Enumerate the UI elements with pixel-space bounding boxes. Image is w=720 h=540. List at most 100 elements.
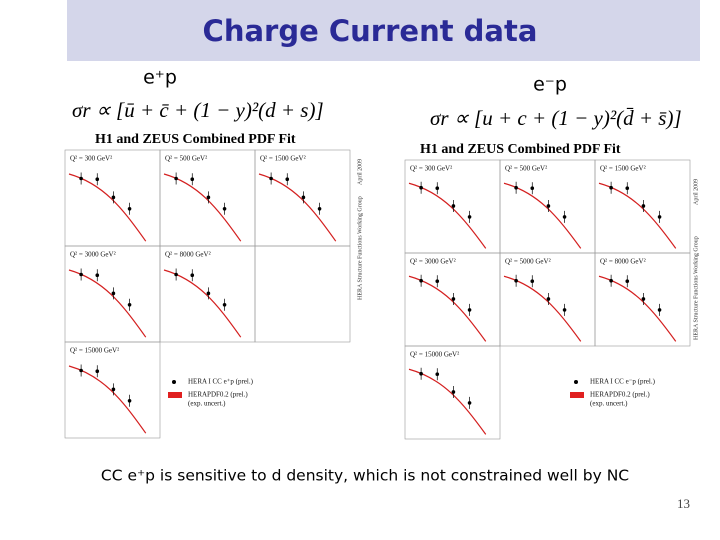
data-point <box>174 176 178 181</box>
fit-curve <box>408 182 487 249</box>
data-point <box>467 215 472 219</box>
data-point <box>546 204 551 208</box>
data-point <box>190 273 195 278</box>
data-point <box>609 278 613 283</box>
panel <box>404 345 501 440</box>
data-point <box>435 186 440 191</box>
data-point <box>79 176 83 181</box>
fit-curve <box>408 368 487 435</box>
data-point <box>206 195 211 200</box>
data-point <box>546 297 551 301</box>
panel <box>594 252 691 347</box>
data-point <box>301 195 306 200</box>
data-point <box>95 177 100 182</box>
data-point <box>222 207 227 211</box>
fit-curve <box>163 173 242 242</box>
fit-curve <box>598 275 677 342</box>
data-point <box>530 279 535 284</box>
slide-title: Charge Current data <box>203 14 538 48</box>
data-point <box>111 195 116 200</box>
data-point <box>127 303 132 307</box>
data-point <box>625 279 630 284</box>
data-point <box>206 291 211 296</box>
left-side-note: HERA Structure Functions Working Group <box>357 196 363 300</box>
fit-curve <box>408 275 487 342</box>
legend-marker <box>574 380 578 384</box>
panel-label: Q² = 3000 GeV² <box>410 258 456 266</box>
data-point <box>419 371 423 376</box>
data-point <box>451 297 456 301</box>
data-point <box>467 401 472 405</box>
data-point <box>419 278 423 283</box>
data-point <box>562 215 567 219</box>
left-plot-title: H1 and ZEUS Combined PDF Fit <box>95 132 296 147</box>
data-point <box>95 273 100 278</box>
legend-text: HERAPDF0.2 (prel.) <box>590 391 650 399</box>
data-point <box>657 308 662 312</box>
data-point <box>641 297 646 301</box>
legend-band <box>168 392 182 398</box>
plots: Q² = 300 GeV² Q² = 500 GeV² Q² = 1500 GeV²… <box>64 149 691 440</box>
data-point <box>435 279 440 284</box>
fit-curve <box>163 269 242 338</box>
title-bar <box>67 0 700 61</box>
data-point <box>609 185 613 190</box>
data-point <box>625 186 630 191</box>
panel-label: Q² = 3000 GeV² <box>70 251 116 259</box>
right-plot-title: H1 and ZEUS Combined PDF Fit <box>420 142 621 157</box>
data-point <box>641 204 646 208</box>
legend-marker <box>172 380 176 384</box>
panel-label: Q² = 300 GeV² <box>410 165 452 173</box>
panel <box>64 341 161 439</box>
data-point <box>111 387 116 392</box>
fit-curve <box>598 182 677 249</box>
right-label: e⁻p <box>533 74 567 96</box>
data-point <box>222 303 227 307</box>
panel-label: Q² = 1500 GeV² <box>600 165 646 173</box>
fit-curve <box>503 275 582 342</box>
panel-label: Q² = 500 GeV² <box>505 165 547 173</box>
fit-curve <box>68 365 147 434</box>
data-point <box>530 186 535 191</box>
data-point <box>111 291 116 296</box>
fit-curve <box>68 269 147 338</box>
data-point <box>79 272 83 277</box>
data-point <box>269 176 273 181</box>
fit-curve <box>503 182 582 249</box>
legend-text: (exp. uncert.) <box>188 400 226 408</box>
legend-text: HERAPDF0.2 (prel.) <box>188 391 248 399</box>
panel <box>254 245 351 343</box>
panel-label: Q² = 15000 GeV² <box>410 351 459 359</box>
data-point <box>190 177 195 182</box>
left-date: April 2009 <box>357 159 363 185</box>
data-point <box>467 308 472 312</box>
legend-band <box>570 392 584 398</box>
fit-curve <box>258 173 337 242</box>
data-point <box>657 215 662 219</box>
left-formula: σr ∝ [ū + c̄ + (1 − y)²(d + s)] <box>72 98 324 122</box>
data-point <box>95 369 100 374</box>
data-point <box>514 278 518 283</box>
panel-label: Q² = 300 GeV² <box>70 155 112 163</box>
legend-text: (exp. uncert.) <box>590 400 628 408</box>
panel-label: Q² = 1500 GeV² <box>260 155 306 163</box>
data-point <box>562 308 567 312</box>
fit-curve <box>68 173 147 242</box>
data-point <box>285 177 290 182</box>
right-side-note: HERA Structure Functions Working Group <box>693 236 699 340</box>
left-label: e⁺p <box>143 67 177 89</box>
legend-text: HERA I CC e⁺p (prel.) <box>188 378 254 386</box>
panel-label: Q² = 8000 GeV² <box>165 251 211 259</box>
legend-text: HERA I CC e⁻p (prel.) <box>590 378 656 386</box>
right-formula: σr ∝ [u + c + (1 − y)²(d̄ + s̄)] <box>430 106 682 130</box>
panel-label: Q² = 5000 GeV² <box>505 258 551 266</box>
data-point <box>451 390 456 394</box>
data-point <box>435 372 440 377</box>
panel-label: Q² = 15000 GeV² <box>70 347 119 355</box>
data-point <box>79 368 83 373</box>
panel-label: Q² = 8000 GeV² <box>600 258 646 266</box>
right-date: April 2009 <box>693 179 699 205</box>
data-point <box>419 185 423 190</box>
data-point <box>127 399 132 403</box>
